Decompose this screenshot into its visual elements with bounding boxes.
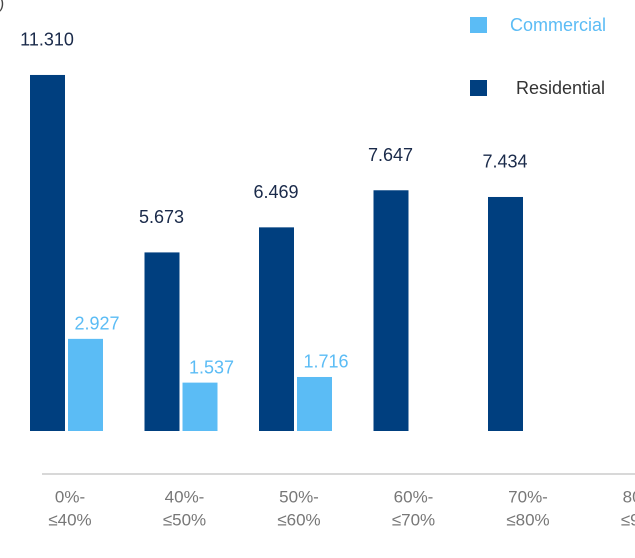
x-tick-label: 0%- (55, 487, 85, 506)
bar (182, 382, 218, 431)
bar (259, 227, 294, 431)
value-label: 11.310 (20, 30, 74, 50)
legend-label: Residential (516, 78, 605, 98)
x-tick-label: ≤80% (506, 510, 549, 529)
x-tick-label: 50%- (279, 487, 319, 506)
x-tick-label: ≤40% (48, 510, 91, 529)
bar (144, 252, 180, 431)
x-tick-label: 80%- (623, 487, 635, 506)
value-label: 7.647 (368, 145, 413, 165)
subtitle: n) (0, 0, 4, 12)
x-tick-label: ≤60% (277, 510, 320, 529)
value-label: 6.469 (253, 182, 298, 202)
value-label: 7.434 (482, 152, 527, 172)
legend-label: Commercial (510, 15, 606, 35)
x-tick-label: 70%- (508, 487, 548, 506)
x-tick-label: ≤70% (392, 510, 435, 529)
x-tick-label: ≤90% (621, 510, 635, 529)
bar (68, 338, 103, 431)
bar (373, 190, 409, 431)
value-label: 1.716 (303, 352, 348, 372)
legend-swatch (470, 80, 487, 96)
x-tick-label: ≤50% (163, 510, 206, 529)
bar (30, 74, 65, 432)
value-label: 1.537 (189, 357, 234, 377)
x-tick-label: 60%- (394, 487, 434, 506)
value-label: 2.927 (74, 314, 119, 334)
x-tick-label: 40%- (165, 487, 205, 506)
value-label: 5.673 (139, 207, 184, 227)
bar (297, 376, 332, 431)
bar (488, 196, 523, 431)
legend-swatch (470, 17, 487, 33)
